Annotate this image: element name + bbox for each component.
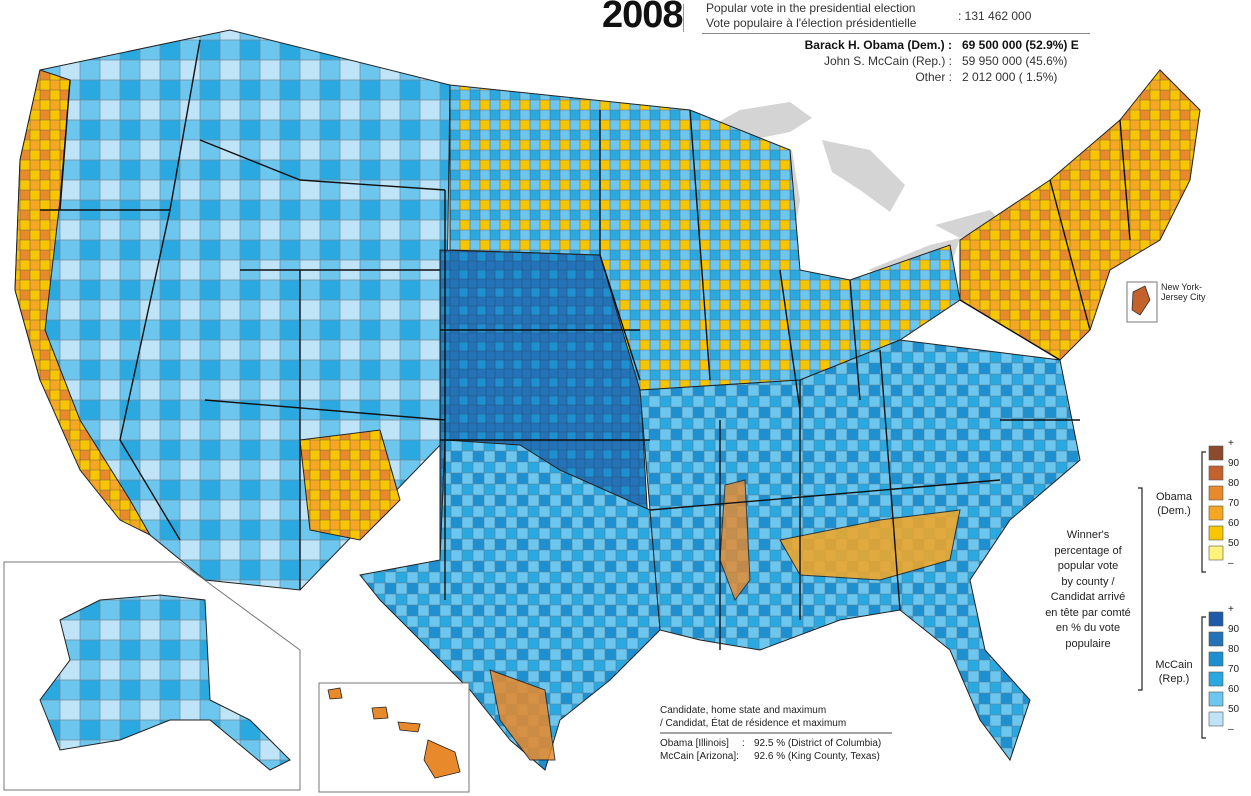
nyc-label-line-2: Jersey City [1161,292,1206,302]
legend-mccain-line: (Rep.) [1158,673,1190,685]
legend-mccain-tick: 90 [1228,624,1240,635]
candidate-mccain-votes: 59 950 000 (45.6%) [962,54,1068,68]
contiguous-us [14,29,1201,771]
candidate-obama-votes: 69 500 000 (52.9%) E [962,38,1079,52]
legend-mccain-tick: + [1228,604,1234,615]
legend-title: Winner's percentage of popular vote by c… [1040,528,1136,652]
header-divider [683,4,684,32]
candidate-other-name: Other : [915,70,952,84]
legend-obama-tick: 70 [1228,498,1240,509]
legend-mccain-tick: – [1228,724,1234,735]
legend-mccain-tick: 50 [1228,704,1240,715]
legend-obama-label: Obama (Dem.) [1146,490,1202,518]
legend-mccain-swatch [1208,611,1224,627]
legend-obama-line: Obama [1155,491,1193,503]
max-note-mccain-candidate: McCain [Arizona]: [660,751,739,762]
alaska-inset [3,561,301,791]
pacific-coast [14,69,152,537]
legend-mccain-line: McCain [1155,659,1193,671]
legend-obama-swatch [1208,505,1224,521]
legend-mccain-swatch [1208,651,1224,667]
nyc-label-line-1: New York- [1161,282,1203,292]
legend-mccain-swatch [1208,711,1224,727]
hawaii-inset [318,682,470,793]
delta-cluster [719,479,751,602]
legend-mccain-swatch [1208,691,1224,707]
alaska-shape [39,594,291,771]
southwest-cluster [299,429,401,541]
popular-vote-label-fr: Vote populaire à l'élection présidentiel… [706,16,917,30]
legend-obama-swatch [1208,465,1224,481]
northeast-region [959,69,1201,361]
legend-mccain-label: McCain (Rep.) [1146,658,1202,686]
popular-vote-total: : 131 462 000 [958,9,1032,23]
legend-mccain-tick: 60 [1228,684,1240,695]
header-rule [702,33,1090,34]
election-year: 2008 [602,0,684,36]
legend-mccain-swatch [1208,631,1224,647]
legend-mccain-tick: 70 [1228,664,1240,675]
max-note-obama-sep: : [742,738,745,749]
candidate-other-votes: 2 012 000 ( 1.5%) [962,70,1058,84]
candidate-mccain-name: John S. McCain (Rep.) : [823,54,952,68]
max-note-title-en: Candidate, home state and maximum [660,705,827,716]
legend-obama-tick: 60 [1228,518,1240,529]
legend-title-line: popular vote [1057,560,1119,572]
legend-obama-swatches [1208,445,1224,561]
legend-brackets [1138,451,1206,739]
legend-title-line: Candidat arrivé [1050,591,1126,603]
max-note-obama-value: 92.5 % (District of Columbia) [754,738,882,749]
legend-mccain-tick: 80 [1228,644,1240,655]
legend-obama-tick: + [1228,438,1234,449]
texas-region [359,439,661,771]
legend-obama-tick: 50 [1228,538,1240,549]
candidate-obama-name: Barack H. Obama (Dem.) : [804,38,952,52]
max-note-obama-candidate: Obama [Illinois] [660,738,729,749]
popular-vote-label-en: Popular vote in the presidential electio… [706,1,916,15]
legend-title-line: percentage of [1054,544,1122,557]
legend-title-line: Winner's [1066,529,1110,541]
max-note-title-fr: / Candidat, État de résidence et maximum [660,718,847,729]
legend-obama-swatch [1208,485,1224,501]
legend-obama-tick: – [1228,558,1234,569]
legend-title-line: en tête par comté [1045,606,1131,619]
legend-mccain-swatches [1208,611,1224,727]
legend-obama-tick: 90 [1228,458,1240,469]
legend-title-line: populaire [1065,637,1111,650]
legend-obama-swatch [1208,525,1224,541]
legend-obama-tick: 80 [1228,478,1240,489]
rio-grande-cluster [489,669,556,761]
legend-obama-swatch [1208,445,1224,461]
legend-title-line: en % du vote [1055,622,1121,634]
nyc-inset [1126,281,1158,323]
legend-obama-swatch [1208,545,1224,561]
state-boundaries [40,39,1131,650]
legend-obama-line: (Dem.) [1157,505,1191,517]
nyc-inset-label: New York- Jersey City [1161,282,1206,302]
legend-mccain-swatch [1208,671,1224,687]
legend-title-line: by county / [1061,575,1115,588]
max-note-mccain-value: 92.6 % (King County, Texas) [754,751,880,762]
